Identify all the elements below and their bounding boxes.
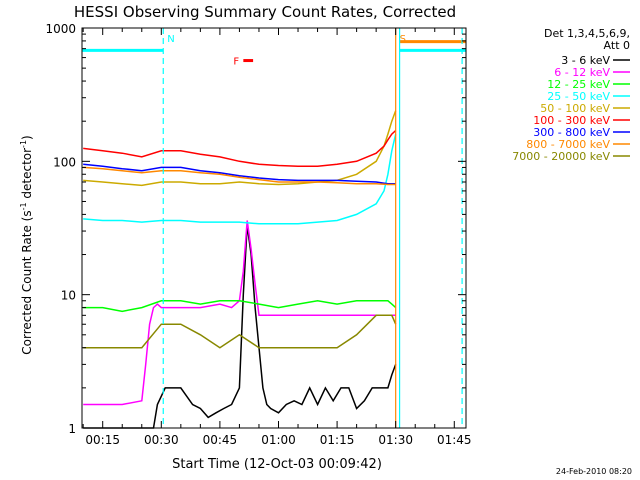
- legend-label-5: 100 - 300 keV: [533, 114, 610, 127]
- series-line-1: [83, 220, 396, 406]
- x-tick-label-1: 00:30: [144, 433, 179, 447]
- x-axis-label: Start Time (12-Oct-03 00:09:42): [172, 457, 382, 472]
- chart-title: HESSI Observing Summary Count Rates, Cor…: [74, 3, 456, 21]
- series-line-8: [83, 314, 397, 349]
- legend-label-1: 6 - 12 keV: [554, 66, 610, 79]
- legend-label-0: 3 - 6 keV: [561, 54, 610, 67]
- series-line-3: [83, 133, 397, 225]
- legend-label-2: 12 - 25 keV: [547, 78, 610, 91]
- legend-header-line1: Det 1,3,4,5,6,9,: [544, 27, 630, 40]
- plot-area: F N S 00:15 00:30 00:45 01:00 01:15 01:30 01:45 1 1…: [45, 22, 471, 447]
- legend-label-8: 7000 - 20000 keV: [512, 150, 610, 163]
- x-tick-label-3: 01:00: [261, 433, 296, 447]
- y-tick-label-1: 10: [61, 289, 76, 303]
- legend-label-3: 25 - 50 keV: [547, 90, 610, 103]
- legend-label-7: 800 - 7000 keV: [526, 138, 610, 151]
- flare-marker-label: F: [233, 57, 239, 68]
- legend-header-line2: Att 0: [604, 39, 630, 52]
- axes-frame: [81, 27, 467, 429]
- x-tick-label-0: 00:15: [85, 433, 120, 447]
- y-tick-label-2: 100: [53, 155, 76, 169]
- series-line-0: [83, 225, 397, 429]
- series-line-2: [83, 300, 397, 313]
- marker-label-1: S: [400, 34, 406, 45]
- legend-label-6: 300 - 800 keV: [533, 126, 610, 139]
- x-tick-label-6: 01:45: [437, 433, 472, 447]
- x-tick-label-5: 01:30: [378, 433, 413, 447]
- y-axis-label: Corrected Count Rate (s-1 detector-1): [19, 135, 34, 354]
- y-tick-label-3: 1000: [45, 22, 76, 36]
- x-tick-label-4: 01:15: [320, 433, 355, 447]
- series-line-6: [83, 163, 396, 185]
- series-line-5: [83, 130, 397, 167]
- series-line-4: [83, 110, 397, 187]
- series-line-7: [83, 166, 396, 186]
- marker-label-0: N: [167, 34, 174, 45]
- y-tick-label-0: 1: [68, 422, 76, 436]
- legend-label-4: 50 - 100 keV: [540, 102, 610, 115]
- x-tick-label-2: 00:45: [203, 433, 238, 447]
- footer-date: 24-Feb-2010 08:20: [556, 467, 632, 476]
